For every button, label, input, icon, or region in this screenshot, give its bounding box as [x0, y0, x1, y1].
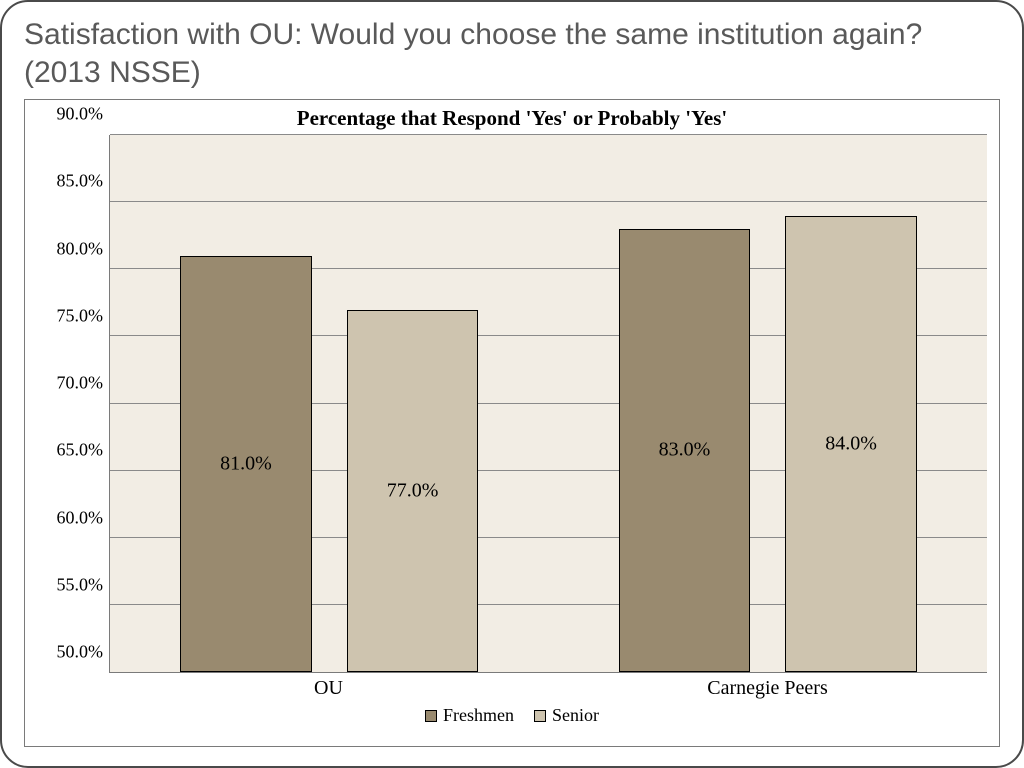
x-category-label: OU — [314, 677, 343, 700]
slide-title: Satisfaction with OU: Would you choose t… — [24, 16, 1000, 91]
bar: 83.0% — [619, 229, 751, 672]
gridline — [110, 134, 987, 135]
y-tick-label: 60.0% — [57, 507, 104, 528]
legend-item: Senior — [534, 705, 599, 726]
legend-swatch — [534, 710, 546, 722]
legend-label: Senior — [552, 705, 599, 726]
y-axis: 50.0% 55.0% 60.0% 65.0% 70.0% 75.0% 80.0% 85.0%… — [37, 135, 109, 673]
chart-title: Percentage that Respond 'Yes' or Probabl… — [37, 106, 987, 131]
plot-area: 81.0% 77.0% 83.0% 84.0% — [109, 135, 987, 673]
bar: 77.0% — [347, 310, 479, 672]
bar-value-label: 83.0% — [620, 439, 750, 462]
y-tick-label: 50.0% — [57, 642, 104, 663]
gridline — [110, 201, 987, 202]
y-tick-label: 80.0% — [57, 238, 104, 259]
chart-container: Percentage that Respond 'Yes' or Probabl… — [24, 99, 1000, 747]
bar-value-label: 84.0% — [786, 432, 916, 455]
y-tick-label: 70.0% — [57, 373, 104, 394]
slide-frame: Satisfaction with OU: Would you choose t… — [0, 0, 1024, 768]
legend: Freshmen Senior — [37, 705, 987, 727]
legend-swatch — [425, 710, 437, 722]
y-tick-label: 75.0% — [57, 305, 104, 326]
bar-value-label: 81.0% — [181, 452, 311, 475]
y-tick-label: 65.0% — [57, 440, 104, 461]
bar: 81.0% — [180, 256, 312, 672]
y-tick-label: 55.0% — [57, 574, 104, 595]
x-category-label: Carnegie Peers — [707, 677, 828, 700]
plot-wrap: 50.0% 55.0% 60.0% 65.0% 70.0% 75.0% 80.0% 85.0%… — [37, 135, 987, 673]
x-axis: OU Carnegie Peers — [109, 673, 987, 703]
bar-value-label: 77.0% — [348, 479, 478, 502]
bar: 84.0% — [785, 216, 917, 672]
y-tick-label: 90.0% — [57, 104, 104, 125]
legend-item: Freshmen — [425, 705, 514, 726]
y-tick-label: 85.0% — [57, 171, 104, 192]
legend-label: Freshmen — [443, 705, 514, 726]
